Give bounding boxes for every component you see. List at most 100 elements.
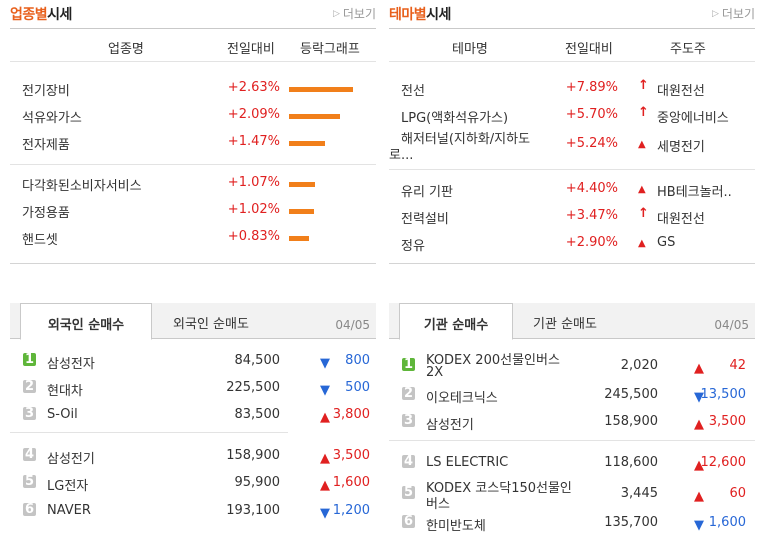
- table-row[interactable]: LPG(액화석유가스) +5.70% ↑ 중앙에너비스: [389, 102, 755, 129]
- tab-institution-net-sell[interactable]: 기관 순매도: [533, 317, 597, 332]
- stock-name-cont[interactable]: 버스: [426, 497, 450, 512]
- leader-stock[interactable]: GS: [657, 235, 676, 250]
- list-item[interactable]: 1 KODEX 200선물인버스 2X 2,020 ▲ 42: [389, 353, 755, 380]
- stock-price: 84,500: [234, 353, 281, 368]
- table-row[interactable]: 전력설비 +3.47% ↑ 대원전선: [389, 203, 755, 230]
- stock-price: 245,500: [604, 387, 658, 402]
- up-triangle-icon: ▲: [694, 458, 704, 473]
- list-item[interactable]: 5 LG전자 95,900 ▲ 1,600: [10, 470, 376, 497]
- stock-name[interactable]: 현대차: [47, 384, 83, 399]
- down-triangle-icon: ▼: [320, 356, 330, 371]
- col-change: 전일대비: [227, 42, 275, 57]
- tab-institution-net-buy[interactable]: 기관 순매수: [399, 303, 513, 340]
- divider: [389, 169, 755, 170]
- col-theme-name: 테마명: [452, 42, 488, 57]
- stock-name[interactable]: 이오테크닉스: [426, 391, 498, 406]
- theme-name-cont[interactable]: 로...: [389, 148, 414, 163]
- stock-name[interactable]: NAVER: [47, 503, 91, 518]
- table-row[interactable]: 전자제품 +1.47%: [10, 129, 376, 156]
- list-item[interactable]: 3 삼성전기 158,900 ▲ 3,500: [389, 409, 755, 436]
- stock-name[interactable]: KODEX 200선물인버스: [426, 353, 560, 368]
- change-bar: [289, 182, 315, 187]
- down-triangle-icon: ▼: [320, 506, 330, 521]
- leader-stock[interactable]: HB테크놀러..: [657, 185, 732, 200]
- down-triangle-icon: ▼: [694, 390, 704, 405]
- theme-column-headers: 테마명 전일대비 주도주: [389, 28, 755, 62]
- sector-change: +0.83%: [227, 229, 280, 244]
- tab-foreign-net-buy[interactable]: 외국인 순매수: [20, 303, 152, 340]
- stock-price: 83,500: [234, 407, 281, 422]
- leader-stock[interactable]: 중앙에너비스: [657, 111, 729, 126]
- stock-name[interactable]: LG전자: [47, 479, 89, 494]
- stock-name[interactable]: S-Oil: [47, 407, 78, 422]
- net-amount: 60: [729, 486, 746, 501]
- rank-badge: 6: [402, 514, 415, 529]
- up-triangle-icon: ▲: [694, 417, 704, 432]
- foreign-date: 04/05: [335, 318, 370, 332]
- stock-name[interactable]: 삼성전기: [47, 452, 95, 467]
- list-item[interactable]: 3 S-Oil 83,500 ▲ 3,800: [10, 402, 376, 429]
- table-row[interactable]: 다각화된소비자서비스 +1.07%: [10, 170, 376, 197]
- rank-badge: 1: [23, 352, 36, 367]
- leader-stock[interactable]: 대원전선: [657, 212, 705, 227]
- sector-name[interactable]: 전기장비: [22, 84, 70, 99]
- sector-name[interactable]: 가정용품: [22, 206, 70, 221]
- leader-stock[interactable]: 대원전선: [657, 84, 705, 99]
- table-row[interactable]: 정유 +2.90% ▲ GS: [389, 230, 755, 257]
- stock-name-cont[interactable]: 2X: [426, 365, 444, 380]
- list-item[interactable]: 4 삼성전기 158,900 ▲ 3,500: [10, 443, 376, 470]
- rank-badge: 2: [23, 379, 36, 394]
- up-triangle-icon: ▲: [320, 410, 330, 425]
- sector-more-link[interactable]: ▷ 더보기: [332, 7, 376, 21]
- sector-name[interactable]: 다각화된소비자서비스: [22, 179, 142, 194]
- table-row[interactable]: 석유와가스 +2.09%: [10, 102, 376, 129]
- theme-name[interactable]: 전선: [401, 84, 425, 99]
- list-item[interactable]: 5 KODEX 코스닥150선물인 버스 3,445 ▲ 60: [389, 481, 755, 512]
- divider: [389, 263, 755, 264]
- stock-name[interactable]: 삼성전기: [426, 418, 474, 433]
- theme-name[interactable]: 정유: [401, 239, 425, 254]
- list-item[interactable]: 4 LS ELECTRIC 118,600 ▲ 12,600: [389, 450, 755, 477]
- sector-name[interactable]: 석유와가스: [22, 111, 82, 126]
- theme-title: 테마별시세: [389, 7, 451, 23]
- theme-name[interactable]: LPG(액화석유가스): [401, 111, 509, 126]
- theme-name[interactable]: 전력설비: [401, 212, 449, 227]
- sector-name[interactable]: 전자제품: [22, 138, 70, 153]
- tab-foreign-net-sell[interactable]: 외국인 순매도: [173, 317, 249, 332]
- stock-name[interactable]: KODEX 코스닥150선물인: [426, 481, 572, 496]
- theme-name[interactable]: 해저터널(지하화/지하도: [401, 132, 531, 147]
- table-row[interactable]: 전기장비 +2.63%: [10, 75, 376, 102]
- theme-more-link[interactable]: ▷ 더보기: [711, 7, 755, 21]
- rank-badge: 4: [23, 447, 36, 462]
- stock-name[interactable]: 삼성전자: [47, 357, 95, 372]
- change-bar: [289, 114, 340, 119]
- stock-price: 193,100: [226, 503, 280, 518]
- list-item[interactable]: 6 한미반도체 135,700 ▼ 1,600: [389, 510, 755, 537]
- stock-price: 2,020: [620, 358, 658, 373]
- sector-column-headers: 업종명 전일대비 등락그래프: [10, 28, 376, 62]
- sector-name[interactable]: 핸드셋: [22, 233, 58, 248]
- theme-change: +5.70%: [565, 107, 618, 122]
- table-row[interactable]: 해저터널(지하화/지하도 로... +5.24% ▲ 세명전기: [389, 131, 755, 163]
- col-graph: 등락그래프: [300, 42, 360, 57]
- stock-name[interactable]: LS ELECTRIC: [426, 455, 509, 470]
- list-item[interactable]: 2 이오테크닉스 245,500 ▼ 13,500: [389, 382, 755, 409]
- theme-name[interactable]: 유리 기판: [401, 185, 453, 200]
- table-row[interactable]: 가정용품 +1.02%: [10, 197, 376, 224]
- table-row[interactable]: 유리 기판 +4.40% ▲ HB테크놀러..: [389, 176, 755, 203]
- list-item[interactable]: 2 현대차 225,500 ▼ 500: [10, 375, 376, 402]
- table-row[interactable]: 핸드셋 +0.83%: [10, 224, 376, 251]
- list-item[interactable]: 6 NAVER 193,100 ▼ 1,200: [10, 498, 376, 525]
- list-item[interactable]: 1 삼성전자 84,500 ▼ 800: [10, 348, 376, 375]
- theme-change: +5.24%: [565, 136, 618, 151]
- theme-change: +7.89%: [565, 80, 618, 95]
- up-triangle-icon: ▲: [320, 451, 330, 466]
- change-bar: [289, 236, 309, 241]
- stock-name[interactable]: 한미반도체: [426, 519, 486, 534]
- change-bar: [289, 209, 314, 214]
- rank-badge: 5: [402, 485, 415, 500]
- leader-stock[interactable]: 세명전기: [657, 140, 705, 155]
- theme-change: +4.40%: [565, 181, 618, 196]
- table-row[interactable]: 전선 +7.89% ↑ 대원전선: [389, 75, 755, 102]
- stock-price: 158,900: [226, 448, 280, 463]
